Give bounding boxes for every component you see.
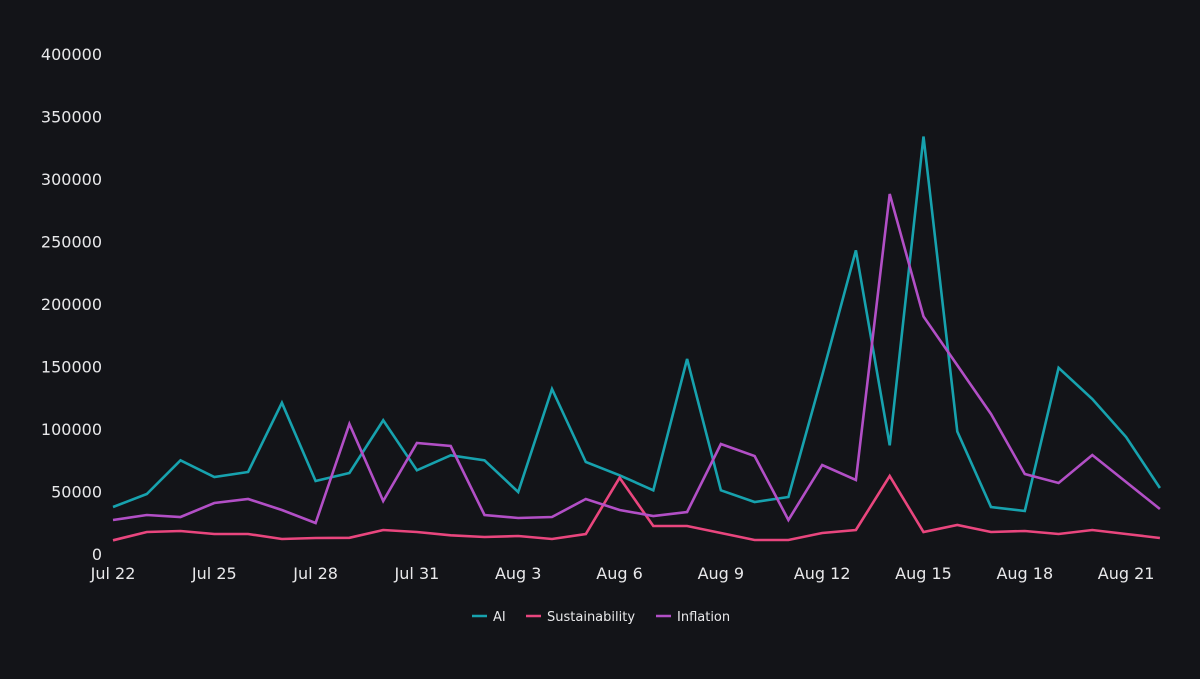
legend-item-ai[interactable]: AI — [472, 610, 506, 625]
y-tick-label: 150000 — [41, 358, 102, 377]
legend: AI Sustainability Inflation — [472, 610, 730, 625]
legend-label: Sustainability — [547, 610, 635, 625]
series-line-inflation — [112, 193, 1161, 525]
y-tick-label: 50000 — [51, 483, 102, 502]
x-tick-label: Jul 28 — [292, 564, 338, 583]
y-tick-label: 0 — [92, 545, 102, 564]
y-tick-label: 300000 — [41, 170, 102, 189]
series-line-sustainability — [112, 473, 1161, 542]
x-tick-label: Aug 21 — [1098, 564, 1155, 583]
legend-label: AI — [493, 610, 506, 625]
y-axis: 0 50000 100000 150000 200000 250000 300000 3500… — [41, 45, 102, 564]
y-tick-label: 350000 — [41, 108, 102, 127]
y-tick-label: 400000 — [41, 45, 102, 64]
legend-item-inflation[interactable]: Inflation — [656, 610, 730, 625]
legend-item-sustainability[interactable]: Sustainability — [526, 610, 635, 625]
x-tick-label: Aug 12 — [794, 564, 851, 583]
x-tick-label: Aug 18 — [996, 564, 1053, 583]
series-line-ai — [112, 136, 1161, 513]
x-tick-label: Aug 9 — [698, 564, 745, 583]
y-tick-label: 100000 — [41, 420, 102, 439]
x-tick-label: Aug 6 — [596, 564, 643, 583]
plot-area — [112, 136, 1161, 542]
legend-label: Inflation — [677, 610, 730, 625]
y-tick-label: 250000 — [41, 233, 102, 252]
x-tick-label: Aug 3 — [495, 564, 542, 583]
x-tick-label: Aug 15 — [895, 564, 952, 583]
y-tick-label: 200000 — [41, 295, 102, 314]
x-tick-label: Jul 22 — [90, 564, 136, 583]
x-tick-label: Jul 25 — [191, 564, 237, 583]
x-axis: Jul 22 Jul 25 Jul 28 Jul 31 Aug 3 Aug 6 Aug 9 A… — [90, 564, 1155, 583]
x-tick-label: Jul 31 — [394, 564, 440, 583]
